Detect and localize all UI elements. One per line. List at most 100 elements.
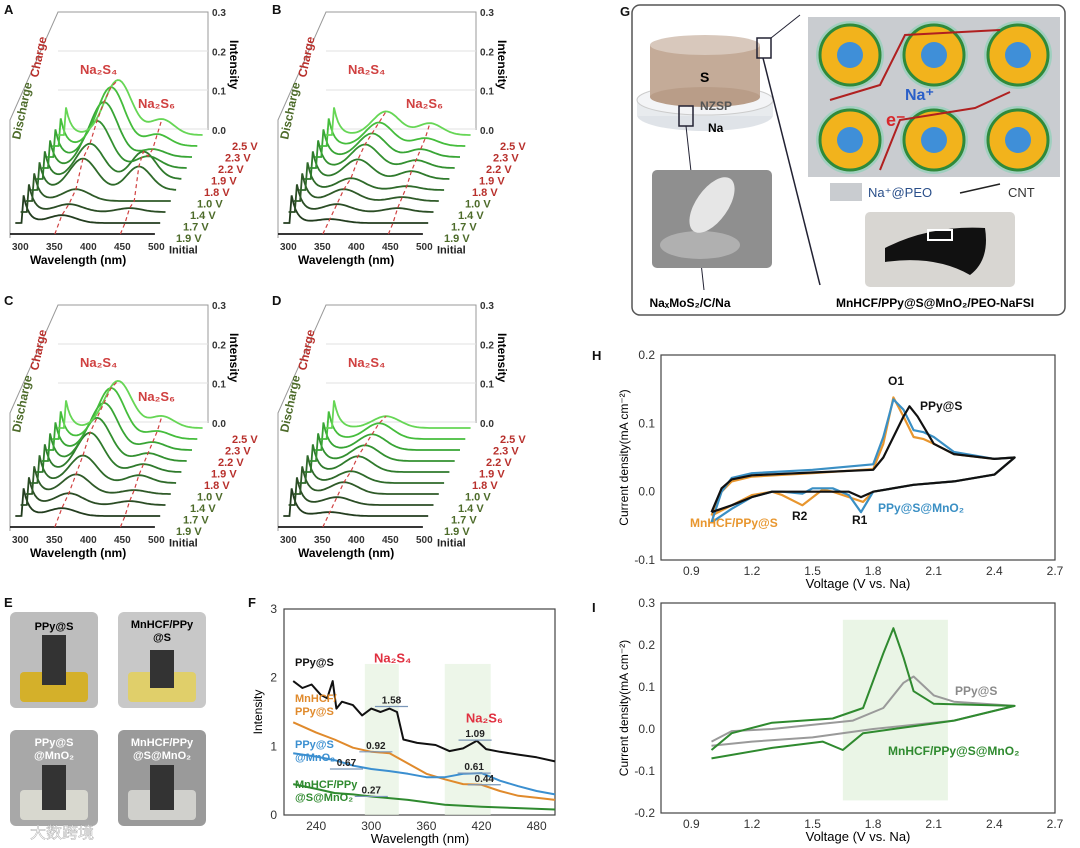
plot-frame: [660, 354, 1056, 561]
cell-stack: S NZSP Na: [636, 14, 821, 291]
chart-i: 0.9 1.2 1.5 1.8 2.1 2.4 2.7 -0.2 -0.1 0.0 0.1 0.2 0.…: [617, 596, 1064, 844]
sulfur-core: [1005, 42, 1031, 68]
voltage-label: 1.4 V: [190, 503, 216, 515]
voltage-label: 1.9 V: [176, 233, 202, 245]
spectrum-curve: [36, 431, 182, 473]
x-tick-label: 300: [361, 819, 381, 833]
discharge-label: Discharge: [277, 374, 303, 434]
x-axis-label: Wavelength (nm): [30, 546, 126, 560]
x-tick-label: 1.8: [865, 817, 882, 831]
plot-frame: [283, 608, 556, 816]
voltage-label: 1.8 V: [204, 187, 230, 199]
sulfur-core: [921, 42, 947, 68]
series-line: [710, 627, 1016, 760]
x-tick-label: 480: [527, 819, 547, 833]
z-tick-label: 0.0: [480, 126, 494, 137]
panel-label-b: B: [272, 2, 281, 17]
x-tick-label: 2.4: [986, 564, 1003, 578]
voltage-label: 1.0 V: [197, 199, 223, 211]
spectrum-curve: [31, 157, 177, 191]
waterfall-c: 0.0 0.1 0.2 0.3 Intensity 300 350 400 450 500 Wave…: [9, 301, 258, 560]
series-label: MnHCF/PPy@S: [690, 516, 778, 530]
voltage-label: 1.7 V: [183, 515, 209, 527]
y-tick-label: 2: [270, 671, 277, 685]
voltage-label: 1.4 V: [458, 503, 484, 515]
z-tick-label: 0.2: [480, 340, 494, 351]
photo-label: MnHCF/PPy @S@MnO₂: [131, 737, 194, 762]
na2s4-label: Na₂S₄: [80, 355, 117, 370]
y-tick-label: 0.2: [638, 638, 655, 652]
sodium-ion-label: Na⁺: [905, 87, 934, 104]
x-tick-label: 2.1: [925, 817, 942, 831]
y-tick-label: 0.1: [638, 416, 655, 430]
voltage-label: 1.7 V: [451, 222, 477, 234]
anode-caption: NaₓMoS₂/C/Na: [649, 296, 730, 310]
voltage-label: 2.5 V: [500, 434, 526, 446]
z-tick-label: 0.3: [480, 8, 494, 19]
voltage-label: 1.0 V: [465, 199, 491, 211]
y-tick-label: 0.2: [638, 348, 655, 362]
series-line: [293, 752, 556, 796]
voltage-label: 2.5 V: [232, 434, 258, 446]
panel-label-c: C: [4, 293, 14, 308]
spectrum-curve: [20, 477, 166, 506]
voltage-label: 1.0 V: [465, 492, 491, 504]
series-line: [292, 680, 556, 763]
panel-label-f: F: [248, 595, 256, 610]
spectrum-curve: [15, 195, 161, 224]
x-tick-label: 300: [280, 535, 297, 546]
photo-ppy-s: PPy@S: [10, 612, 98, 708]
z-tick-label: 0.1: [480, 87, 494, 98]
electron-path: [829, 29, 1001, 101]
voltage-label: 2.3 V: [225, 153, 251, 165]
x-axis-label: Wavelength (nm): [298, 546, 394, 560]
x-tick-label: 450: [382, 242, 399, 253]
x-axis-label: Voltage (V vs. Na): [806, 576, 911, 591]
x-tick-label: 500: [416, 242, 433, 253]
series-label: MnHCF/PPy@S: [295, 693, 337, 718]
na2s6-trace: [119, 416, 163, 528]
voltage-label: Initial: [437, 538, 466, 550]
discharge-label: Discharge: [9, 81, 35, 141]
peak-label-o1: O1: [888, 374, 904, 388]
annotation-value: 0.44: [475, 774, 495, 785]
spectrum-curve: [31, 454, 177, 484]
series-line: [292, 721, 556, 801]
spectrum-curve: [299, 455, 445, 484]
y-tick-label: 0.1: [638, 680, 655, 694]
x-tick-label: 1.8: [865, 564, 882, 578]
spectrum-curve: [25, 466, 171, 495]
x-tick-label: 2.7: [1047, 564, 1064, 578]
na2s6-label: Na₂S₆: [138, 389, 175, 404]
voltage-label: 1.9 V: [211, 176, 237, 188]
series-line: [710, 405, 1016, 514]
x-tick-label: 400: [80, 535, 97, 546]
x-tick-label: 350: [46, 535, 63, 546]
panel-label-d: D: [272, 293, 281, 308]
na2s4-trace: [322, 111, 387, 235]
series-line: [292, 783, 556, 811]
peak-label-r2: R2: [792, 509, 808, 523]
z-tick-label: 0.3: [480, 301, 494, 312]
x-axis-label: Wavelength (nm): [30, 253, 126, 267]
na2s4-trace: [54, 79, 119, 235]
voltage-label: 1.8 V: [204, 480, 230, 492]
z-axis-label: Intensity: [227, 333, 241, 383]
cnt-legend-line: [959, 183, 1001, 194]
x-tick-label: 500: [148, 242, 165, 253]
x-axis-label: Voltage (V vs. Na): [806, 829, 911, 844]
sulfur-core: [921, 127, 947, 153]
voltage-label: 1.9 V: [479, 176, 505, 188]
y-tick-label: 0.0: [638, 485, 655, 499]
highlight-band: [842, 619, 948, 801]
sulfur-particle: [984, 21, 1052, 89]
photo-mnhcf-ppy-s-mno2: MnHCF/PPy @S@MnO₂: [118, 730, 206, 826]
x-tick-label: 2.7: [1047, 817, 1064, 831]
z-axis-label: Intensity: [227, 40, 241, 90]
voltage-label: Initial: [169, 245, 198, 257]
photo-ppy-s-mno2: PPy@S @MnO₂: [10, 730, 98, 826]
panel-label-e: E: [4, 595, 13, 610]
x-axis-label: Wavelength (nm): [298, 253, 394, 267]
peak-label-r1: R1: [852, 513, 868, 527]
na2s4-trace: [322, 415, 387, 528]
